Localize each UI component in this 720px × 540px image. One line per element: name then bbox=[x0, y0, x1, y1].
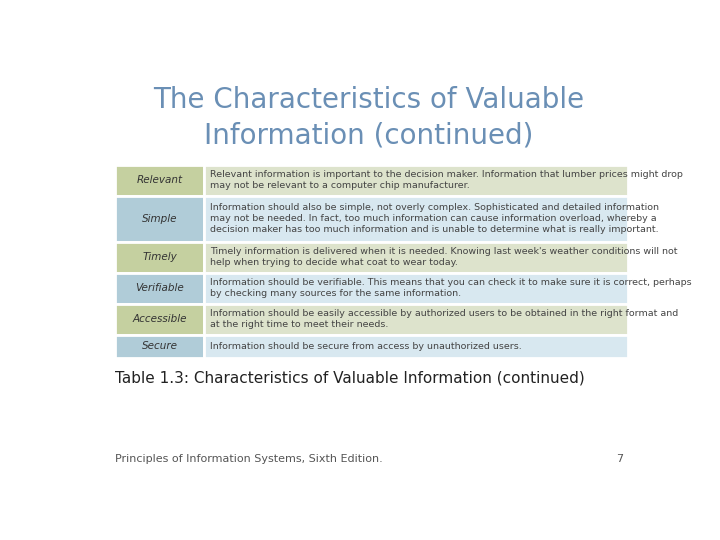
Text: Relevant information is important to the decision maker. Information that lumber: Relevant information is important to the… bbox=[210, 170, 683, 190]
FancyBboxPatch shape bbox=[204, 165, 629, 195]
Text: Information should also be simple, not overly complex. Sophisticated and detaile: Information should also be simple, not o… bbox=[210, 203, 659, 234]
Text: Secure: Secure bbox=[142, 341, 178, 352]
Text: Information should be secure from access by unauthorized users.: Information should be secure from access… bbox=[210, 342, 522, 351]
Text: Principles of Information Systems, Sixth Edition.: Principles of Information Systems, Sixth… bbox=[115, 454, 383, 464]
Text: The Characteristics of Valuable
Information (continued): The Characteristics of Valuable Informat… bbox=[153, 85, 585, 149]
FancyBboxPatch shape bbox=[204, 273, 629, 304]
FancyBboxPatch shape bbox=[204, 242, 629, 273]
FancyBboxPatch shape bbox=[115, 242, 204, 273]
FancyBboxPatch shape bbox=[204, 195, 629, 242]
Text: Information should be verifiable. This means that you can check it to make sure : Information should be verifiable. This m… bbox=[210, 278, 692, 299]
FancyBboxPatch shape bbox=[204, 304, 629, 335]
FancyBboxPatch shape bbox=[115, 195, 204, 242]
Text: Simple: Simple bbox=[142, 214, 178, 224]
FancyBboxPatch shape bbox=[204, 335, 629, 358]
Text: Relevant: Relevant bbox=[137, 175, 183, 185]
Text: 7: 7 bbox=[616, 454, 623, 464]
Text: Timely information is delivered when it is needed. Knowing last week's weather c: Timely information is delivered when it … bbox=[210, 247, 678, 267]
Text: Verifiable: Verifiable bbox=[135, 284, 184, 293]
Text: Timely: Timely bbox=[143, 252, 177, 262]
FancyBboxPatch shape bbox=[115, 335, 204, 358]
FancyBboxPatch shape bbox=[115, 304, 204, 335]
Text: Table 1.3: Characteristics of Valuable Information (continued): Table 1.3: Characteristics of Valuable I… bbox=[115, 370, 585, 386]
FancyBboxPatch shape bbox=[115, 165, 204, 195]
Text: Accessible: Accessible bbox=[132, 314, 187, 324]
Text: Information should be easily accessible by authorized users to be obtained in th: Information should be easily accessible … bbox=[210, 309, 678, 329]
FancyBboxPatch shape bbox=[115, 273, 204, 304]
